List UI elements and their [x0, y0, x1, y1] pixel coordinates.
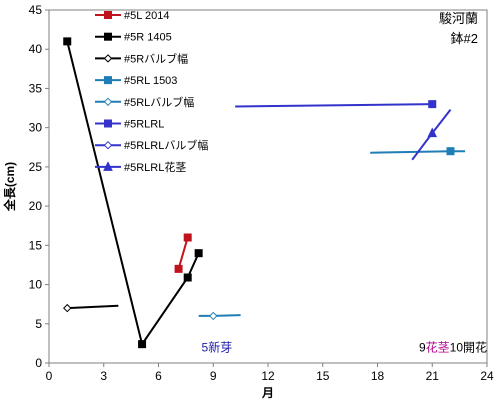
series-2 [63, 303, 119, 313]
legend-label: #5RLRL花茎 [124, 161, 186, 174]
data-point [63, 303, 72, 313]
data-point [138, 340, 147, 349]
data-point [446, 147, 455, 156]
data-point [63, 37, 72, 46]
legend-label: #5RLRL [124, 119, 164, 131]
legend-marker [104, 11, 112, 19]
legend-item: #5L 2014 [95, 10, 169, 22]
series-line [198, 314, 241, 317]
y-tick-label: 25 [29, 160, 43, 174]
legend-item: #5RL 1503 [95, 75, 177, 87]
annotation: 5新芽 [202, 339, 233, 354]
legend-item: #5R 1405 [95, 32, 172, 44]
legend-item: #5Rバルブ幅 [95, 51, 188, 65]
x-tick-label: 6 [155, 369, 162, 383]
series-line [235, 103, 433, 108]
y-axis-title: 全長(cm) [2, 162, 17, 212]
legend-marker [104, 119, 112, 128]
legend-label: #5L 2014 [124, 10, 169, 22]
annotations: 5新芽 9花茎10開花 [202, 339, 487, 354]
x-tick-label: 0 [46, 369, 53, 383]
y-tick-label: 40 [29, 42, 43, 56]
corner-label: 駿河蘭 [439, 11, 478, 26]
data-point [183, 273, 192, 282]
series-7 [411, 109, 452, 161]
data-point [174, 264, 183, 273]
plot-frame [48, 9, 488, 364]
legend-marker [103, 140, 113, 150]
legend-item: #5RLRL [95, 119, 164, 131]
legend-marker [103, 161, 113, 171]
data-point [209, 311, 218, 321]
series-line [177, 237, 189, 270]
legend-label: #5RLバルブ幅 [124, 95, 194, 109]
legend-label: #5RLRLバルブ幅 [124, 138, 208, 152]
y-tick-label: 15 [29, 238, 43, 252]
annotation-part: 花茎 [426, 339, 450, 354]
series-4 [198, 311, 241, 321]
y-tick-label: 20 [29, 199, 43, 213]
y-tick-label: 30 [29, 121, 43, 135]
x-tick-label: 3 [100, 369, 107, 383]
x-tick-label: 18 [371, 369, 385, 383]
series-line [66, 41, 200, 347]
series-1 [63, 37, 203, 349]
series-line [67, 304, 119, 310]
data-point [194, 249, 203, 258]
data-point [183, 233, 192, 242]
series-layer [63, 37, 466, 349]
legend-item: #5RLバルブ幅 [95, 95, 194, 109]
y-tick-label: 0 [35, 356, 42, 370]
annotation-part: 5新芽 [202, 339, 233, 354]
series-5 [235, 100, 437, 109]
data-point [427, 127, 438, 138]
legend-label: #5Rバルブ幅 [124, 51, 188, 65]
y-tick-label: 45 [29, 3, 43, 17]
x-tick-label: 15 [316, 369, 330, 383]
legend-marker [103, 54, 113, 63]
data-point [428, 100, 437, 109]
legend-marker [103, 97, 113, 107]
annotation-part: 9 [419, 340, 426, 354]
x-tick-label: 9 [210, 369, 217, 383]
corner-label: 鉢#2 [451, 31, 478, 46]
x-tick-label: 12 [261, 369, 275, 383]
legend-label: #5RL 1503 [124, 75, 177, 87]
annotation: 9花茎10開花 [419, 339, 487, 354]
x-tick-label: 24 [480, 369, 494, 383]
legend-item: #5RLRLバルブ幅 [95, 138, 208, 152]
x-axis-title: 月 [261, 386, 274, 400]
legend-label: #5R 1405 [124, 32, 172, 44]
annotation-part: 10開花 [450, 339, 487, 354]
y-tick-label: 5 [35, 317, 42, 331]
series-0 [174, 233, 192, 273]
legend-marker [104, 76, 112, 85]
legend-item: #5RLRL花茎 [95, 161, 186, 174]
axes: 0 3 6 9 12 15 18 21 24 0 5 10 15 20 25 30 35 40 45 月 全長(cm) 駿… [2, 3, 494, 400]
y-tick-label: 35 [29, 81, 43, 95]
series-3 [370, 147, 466, 156]
legend: #5L 2014 #5R 1405 #5Rバルブ幅 #5RL 1503 #5RLバルブ幅… [95, 10, 208, 174]
y-tick-label: 10 [29, 278, 43, 292]
legend-marker [104, 32, 112, 41]
x-tick-label: 21 [426, 369, 440, 383]
